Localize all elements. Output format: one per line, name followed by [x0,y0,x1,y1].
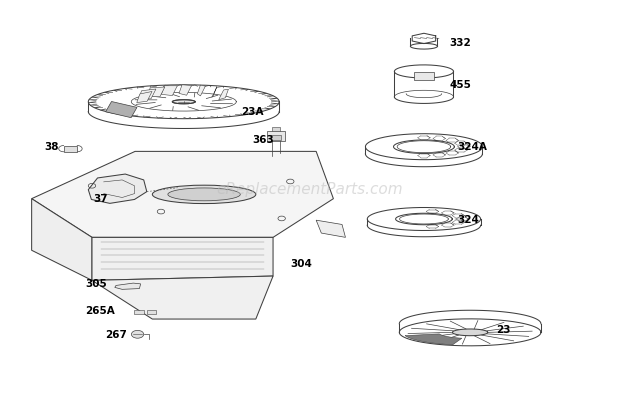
Text: 363: 363 [252,135,274,145]
Polygon shape [316,220,345,237]
Polygon shape [115,283,141,290]
Polygon shape [32,199,92,280]
Bar [64,145,78,152]
Ellipse shape [168,188,241,201]
Text: 304: 304 [290,259,312,269]
Bar [271,135,281,140]
Polygon shape [92,237,273,280]
Polygon shape [137,92,152,103]
Bar [414,72,434,80]
Text: 324A: 324A [458,142,488,152]
Bar [267,131,285,141]
Polygon shape [179,85,192,95]
Text: 23A: 23A [241,107,264,117]
Text: 23: 23 [497,325,511,335]
Bar [105,102,137,118]
Text: 324: 324 [458,215,480,225]
Polygon shape [88,174,147,203]
Bar [272,127,280,131]
Text: 455: 455 [449,80,471,90]
Polygon shape [219,89,228,100]
Polygon shape [32,151,334,237]
Polygon shape [211,87,216,98]
Polygon shape [405,334,462,345]
Polygon shape [138,89,156,99]
Text: 265A: 265A [85,306,115,316]
Polygon shape [92,276,273,319]
Text: 332: 332 [449,38,471,48]
Text: 37: 37 [93,194,108,205]
Polygon shape [147,87,165,97]
Text: 305: 305 [85,279,107,289]
Ellipse shape [153,185,256,203]
Circle shape [131,330,144,338]
Bar [135,310,144,314]
Polygon shape [161,86,177,96]
Ellipse shape [453,329,488,336]
Polygon shape [197,85,205,96]
Bar [147,310,156,314]
Text: 267: 267 [105,330,128,340]
Text: 38: 38 [44,143,58,152]
Ellipse shape [172,100,195,104]
Text: eReplacementParts.com: eReplacementParts.com [216,182,404,197]
